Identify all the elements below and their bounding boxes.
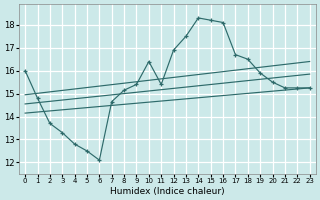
X-axis label: Humidex (Indice chaleur): Humidex (Indice chaleur) xyxy=(110,187,225,196)
